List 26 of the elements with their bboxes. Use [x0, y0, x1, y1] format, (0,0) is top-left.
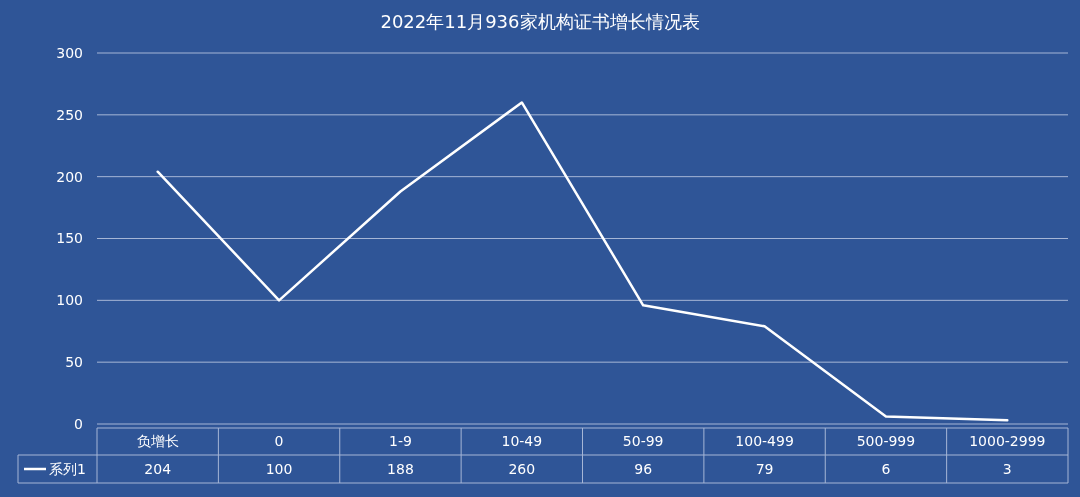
x-tick-label: 0: [274, 433, 284, 450]
data-label: 96: [634, 460, 653, 477]
legend-label: 系列1: [49, 460, 86, 477]
data-label: 3: [1002, 460, 1012, 477]
y-tick-label: 0: [74, 415, 83, 432]
data-label: 100: [265, 460, 293, 477]
data-label: 260: [508, 460, 536, 477]
x-tick-label: 1000-2999: [969, 433, 1046, 450]
data-label: 204: [144, 460, 172, 477]
y-tick-label: 50: [65, 354, 83, 371]
x-tick-label: 500-999: [856, 433, 916, 450]
y-tick-label: 300: [56, 44, 83, 61]
x-tick-label: 100-499: [735, 433, 794, 450]
x-tick-label: 负增长: [136, 433, 179, 450]
y-tick-label: 200: [56, 168, 83, 185]
line-series: [156, 101, 1009, 422]
data-label: 188: [387, 460, 414, 477]
data-label: 6: [881, 460, 891, 477]
x-tick-label: 10-49: [501, 433, 543, 450]
data-label: 79: [755, 460, 774, 477]
x-tick-label: 1-9: [389, 433, 412, 450]
y-tick-label: 150: [56, 230, 83, 247]
y-tick-label: 250: [56, 106, 83, 123]
chart-title: 2022年11月936家机构证书增长情况表: [380, 11, 700, 32]
y-tick-label: 100: [56, 292, 83, 309]
x-tick-label: 50-99: [622, 433, 664, 450]
